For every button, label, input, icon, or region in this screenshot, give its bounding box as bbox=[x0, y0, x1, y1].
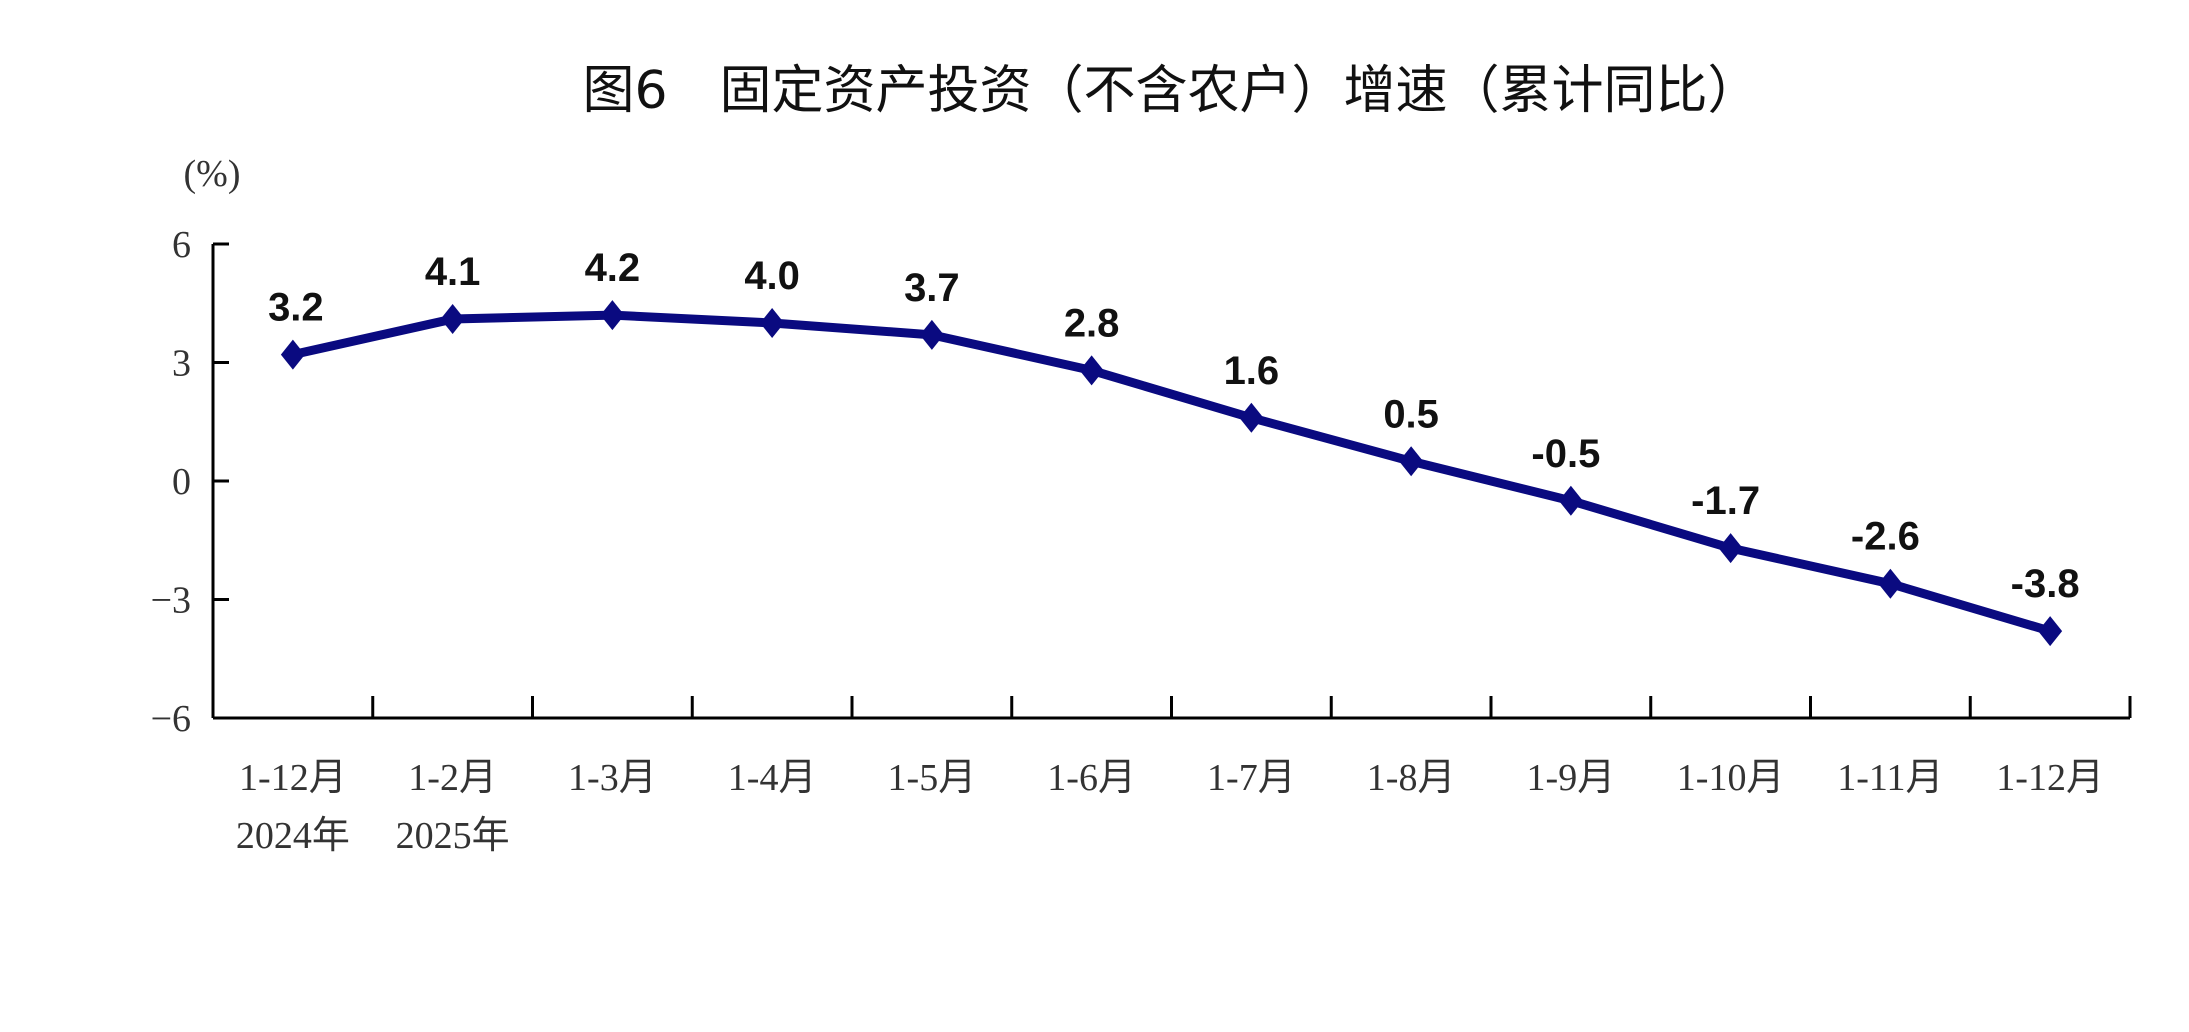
data-label: 4.0 bbox=[744, 254, 800, 298]
data-label: 2.8 bbox=[1064, 301, 1120, 345]
data-label: -1.7 bbox=[1691, 479, 1760, 523]
data-label: 4.1 bbox=[425, 250, 481, 294]
year-label: 2025年 bbox=[396, 815, 510, 857]
chart-title: 图6 固定资产投资（不含农户）增速（累计同比） bbox=[582, 61, 1759, 121]
x-tick-label: 1-9月 bbox=[1527, 757, 1616, 799]
y-axis-unit: (%) bbox=[184, 153, 241, 195]
y-tick-label: 0 bbox=[172, 461, 191, 503]
x-tick-label: 1-6月 bbox=[1047, 757, 1136, 799]
x-tick-label: 1-5月 bbox=[888, 757, 977, 799]
data-point bbox=[280, 339, 305, 370]
data-point bbox=[1079, 355, 1104, 386]
data-point bbox=[1239, 402, 1264, 433]
data-label: -3.8 bbox=[2011, 562, 2080, 606]
data-label: -0.5 bbox=[1531, 432, 1600, 476]
data-point bbox=[1558, 485, 1583, 516]
data-line bbox=[291, 310, 2052, 636]
data-label: 1.6 bbox=[1224, 349, 1280, 393]
x-tick-label: 1-12月 bbox=[1996, 757, 2104, 799]
data-point bbox=[760, 308, 785, 338]
data-point bbox=[1878, 568, 1903, 599]
data-label: 3.7 bbox=[904, 266, 960, 310]
x-tick-label: 1-10月 bbox=[1677, 757, 1785, 799]
x-tick-label: 1-7月 bbox=[1207, 757, 1296, 799]
data-label: 0.5 bbox=[1383, 392, 1439, 436]
data-point bbox=[2038, 616, 2063, 647]
y-tick-label: −6 bbox=[151, 698, 191, 740]
y-tick-label: 3 bbox=[172, 343, 191, 385]
x-tick-label: 1-4月 bbox=[728, 757, 817, 799]
year-label: 2024年 bbox=[236, 815, 350, 857]
y-tick-label: −3 bbox=[151, 580, 191, 622]
data-point bbox=[1399, 446, 1424, 477]
data-label: -2.6 bbox=[1851, 515, 1920, 559]
data-label: 4.2 bbox=[585, 246, 641, 290]
data-point bbox=[440, 304, 465, 335]
y-tick-label: 6 bbox=[172, 224, 191, 266]
x-tick-label: 1-8月 bbox=[1367, 757, 1456, 799]
x-tick-label: 1-11月 bbox=[1837, 757, 1943, 799]
data-point bbox=[1718, 533, 1743, 564]
data-point bbox=[600, 300, 625, 331]
x-tick-label: 1-2月 bbox=[408, 757, 497, 799]
data-label: 3.2 bbox=[268, 286, 324, 330]
x-tick-label: 1-12月 bbox=[239, 757, 347, 799]
x-tick-label: 1-3月 bbox=[568, 757, 657, 799]
data-point bbox=[919, 319, 944, 350]
